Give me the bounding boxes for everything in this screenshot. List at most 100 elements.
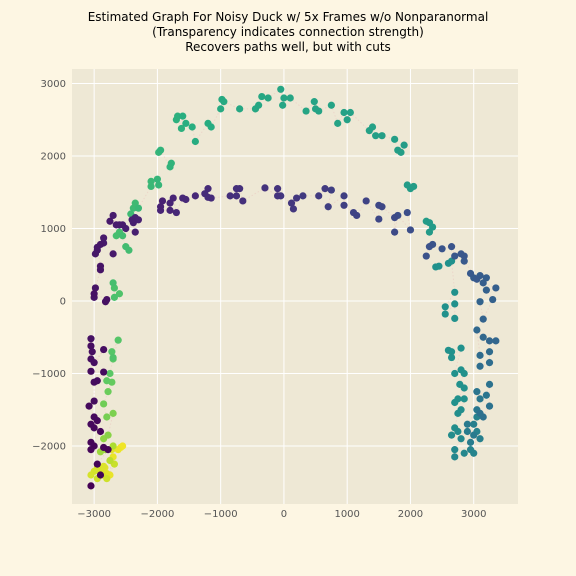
data-point [460, 369, 468, 378]
data-point [191, 192, 199, 200]
data-point [112, 221, 120, 229]
chart-title: Estimated Graph For Noisy Duck w/ 5x Fra… [0, 10, 576, 55]
edge-line [106, 463, 115, 479]
x-tick-label: −1000 [204, 509, 238, 520]
y-tick-label: 1000 [41, 224, 66, 235]
data-point [476, 351, 484, 359]
data-point [362, 197, 370, 205]
edge-line [175, 197, 184, 213]
data-point [425, 243, 434, 251]
data-point [489, 295, 497, 304]
data-point [476, 298, 484, 306]
edge-line [365, 200, 380, 220]
data-point [466, 438, 475, 446]
x-tick-label: 1000 [334, 509, 359, 520]
data-point [334, 119, 342, 127]
data-point [447, 348, 456, 356]
data-point [441, 310, 449, 318]
edge-line [476, 329, 481, 356]
data-point [93, 460, 101, 468]
data-point [447, 431, 456, 439]
data-point [476, 409, 484, 417]
data-point [177, 124, 186, 133]
data-point [106, 369, 114, 378]
data-point [485, 337, 494, 345]
x-tick-labels: −3000 −2000 −1000 0 1000 2000 3000 [77, 509, 486, 520]
data-point [220, 98, 228, 106]
data-point [485, 402, 494, 410]
data-point [463, 420, 471, 428]
data-point [289, 205, 298, 213]
data-point [280, 94, 288, 102]
data-point [447, 353, 456, 362]
edge-line [191, 126, 196, 142]
data-point [101, 298, 110, 306]
data-point [287, 199, 296, 207]
data-point [108, 348, 116, 356]
data-point [156, 203, 165, 211]
data-point [406, 226, 415, 234]
edge-line [242, 187, 266, 202]
edge-line [454, 413, 459, 428]
data-point [485, 380, 494, 388]
data-point [492, 337, 500, 345]
edge-line [90, 431, 101, 443]
data-point [410, 182, 418, 191]
data-point [327, 101, 335, 109]
edge-line [172, 197, 177, 213]
data-point [156, 146, 165, 154]
data-point [179, 194, 187, 202]
data-point [378, 132, 386, 140]
data-point [451, 288, 459, 296]
data-point [109, 250, 117, 258]
data-point [492, 284, 500, 292]
data-point [460, 257, 468, 265]
edge-line [90, 349, 105, 372]
data-point [400, 141, 408, 149]
data-point [327, 186, 335, 194]
data-point [232, 185, 241, 193]
data-point [87, 367, 95, 375]
data-point [96, 427, 105, 436]
x-tick-label: 0 [281, 509, 287, 520]
data-point [91, 284, 100, 292]
data-point [87, 342, 95, 350]
data-point [100, 400, 108, 408]
data-point [391, 228, 399, 236]
data-point [93, 243, 101, 251]
data-point [100, 345, 108, 354]
data-point [104, 431, 112, 439]
data-point [346, 108, 354, 117]
data-point [104, 446, 112, 454]
data-point [435, 262, 443, 270]
y-tick-label: 3000 [41, 79, 66, 90]
data-point [258, 92, 266, 101]
data-point [422, 252, 430, 260]
data-point [292, 194, 301, 202]
data-point [315, 192, 323, 200]
data-points [85, 85, 500, 490]
data-point [473, 388, 481, 396]
data-point [90, 359, 98, 367]
data-point [96, 266, 105, 274]
data-point [451, 252, 459, 260]
data-point [482, 274, 490, 282]
data-point [226, 192, 234, 200]
data-point [155, 181, 163, 189]
y-tick-label: 2000 [41, 152, 66, 163]
data-point [454, 427, 462, 436]
data-point [87, 471, 95, 479]
data-point [438, 245, 446, 253]
data-point [451, 446, 459, 454]
y-tick-labels: −2000 −1000 0 1000 2000 3000 [32, 79, 66, 453]
data-point [476, 362, 484, 370]
data-point [131, 228, 139, 236]
data-point [109, 211, 117, 220]
data-point [100, 234, 108, 242]
data-point [103, 475, 111, 483]
data-point [109, 409, 117, 417]
data-point [302, 107, 310, 115]
data-point [201, 190, 209, 198]
data-point [343, 116, 351, 124]
data-point [473, 326, 481, 334]
